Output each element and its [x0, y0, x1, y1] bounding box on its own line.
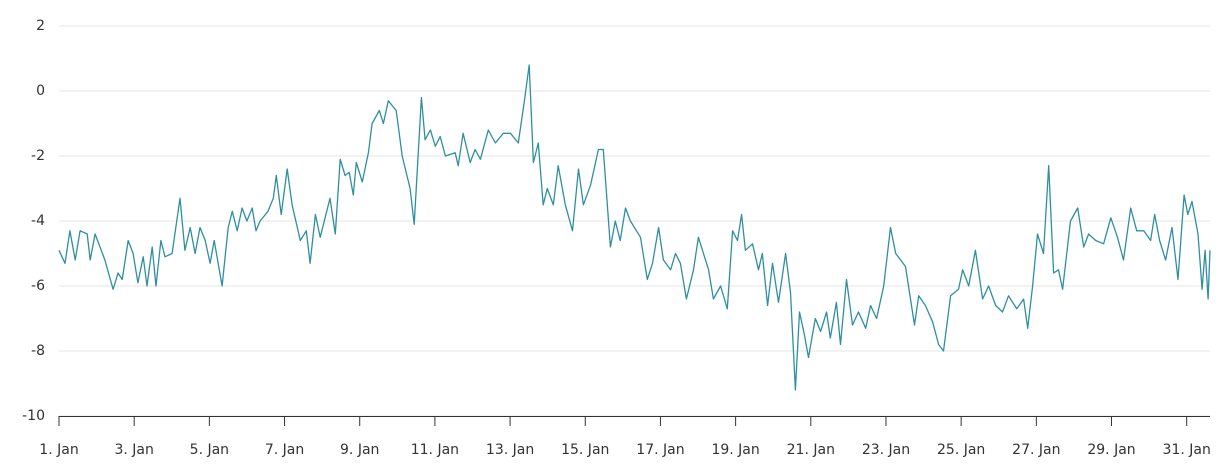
y-tick-label: -4 [31, 213, 45, 229]
y-tick-label: 2 [36, 18, 45, 34]
x-tick-label: 7. Jan [265, 442, 304, 458]
x-tick-label: 5. Jan [190, 442, 229, 458]
x-tick-label: 13. Jan [486, 442, 534, 458]
line-series [58, 64, 1211, 391]
y-tick-label: 0 [36, 83, 45, 99]
x-tick-label: 15. Jan [561, 442, 609, 458]
x-tick-label: 29. Jan [1087, 442, 1135, 458]
y-tick-label: -6 [31, 278, 45, 294]
x-tick-label: 21. Jan [787, 442, 835, 458]
y-tick-label: -8 [31, 343, 45, 359]
x-tick-label: 19. Jan [711, 442, 759, 458]
x-tick-label: 17. Jan [636, 442, 684, 458]
x-tick-label: 31. Jan [1163, 442, 1211, 458]
x-tick-label: 11. Jan [411, 442, 459, 458]
x-tick-label: 3. Jan [114, 442, 153, 458]
x-tick-label: 9. Jan [340, 442, 379, 458]
x-tick-label: 25. Jan [937, 442, 985, 458]
y-tick-label: -2 [31, 148, 45, 164]
y-tick-label: -10 [22, 408, 45, 424]
x-tick-label: 1. Jan [39, 442, 78, 458]
x-tick-label: 27. Jan [1012, 442, 1060, 458]
x-tick-label: 23. Jan [862, 442, 910, 458]
